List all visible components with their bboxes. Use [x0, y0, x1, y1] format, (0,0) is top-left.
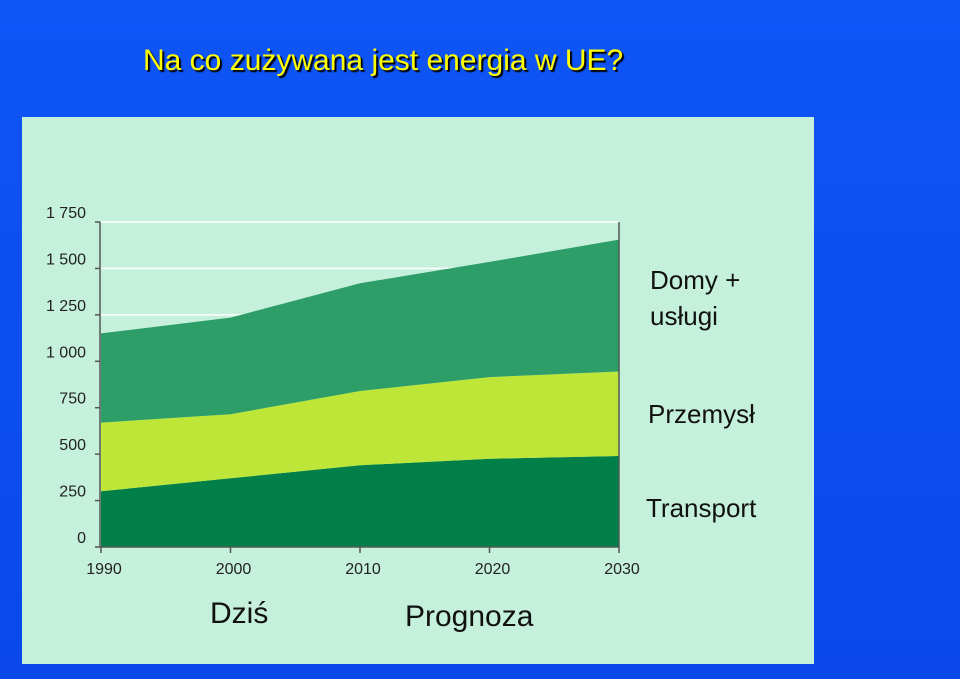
axes	[95, 221, 620, 553]
x-tick-label-2030: 2030	[604, 561, 640, 578]
legend-homes-services: Domy + usługi	[650, 262, 740, 334]
x-tick-label-2020: 2020	[475, 561, 511, 578]
y-tick-labels: 0 250 500 750 1 000 1 250 1 500 1 750	[46, 205, 86, 547]
area-transport	[101, 456, 619, 547]
y-tick-label-1000: 1 000	[46, 344, 86, 361]
legend-transport: Transport	[646, 493, 757, 523]
y-tick-label-750: 750	[59, 391, 86, 408]
slide-title: Na co zużywana jest energia w UE?	[143, 44, 624, 77]
x-tick-labels: 1990 2000 2010 2020 2030	[86, 561, 640, 578]
label-forecast: Prognoza	[405, 600, 534, 633]
y-tick-label-1750: 1 750	[46, 205, 86, 222]
x-tick-label-2000: 2000	[216, 561, 252, 578]
x-tick-label-1990: 1990	[86, 561, 122, 578]
y-tick-label-1250: 1 250	[46, 298, 86, 315]
y-tick-label-250: 250	[59, 484, 86, 501]
legend-industry: Przemysł	[648, 399, 755, 429]
x-tick-label-2010: 2010	[345, 561, 381, 578]
legend-homes-services-line2: usługi	[650, 301, 718, 331]
area-series	[101, 239, 619, 547]
label-today: Dziś	[210, 597, 269, 630]
y-tick-label-0: 0	[77, 530, 86, 547]
y-tick-label-500: 500	[59, 437, 86, 454]
area-homes-services	[101, 239, 619, 423]
legend-homes-services-line1: Domy +	[650, 265, 741, 295]
area-industry	[101, 371, 619, 492]
y-tick-label-1500: 1 500	[46, 251, 86, 268]
